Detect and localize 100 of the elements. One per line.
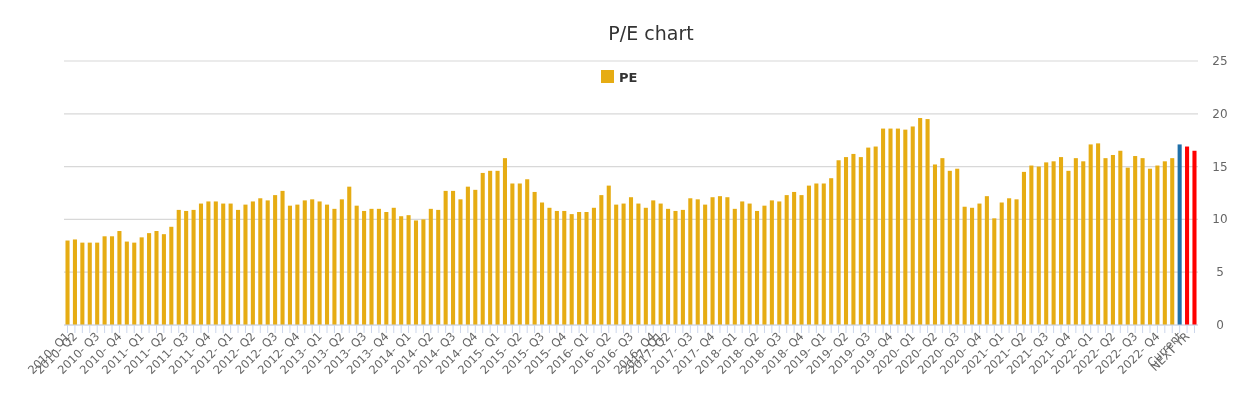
bar bbox=[376, 208, 381, 325]
bar bbox=[473, 189, 478, 325]
bar bbox=[102, 236, 107, 325]
bar bbox=[680, 209, 685, 325]
bar bbox=[658, 203, 663, 325]
bar bbox=[354, 205, 359, 325]
bar bbox=[740, 201, 745, 325]
legend-label: PE bbox=[619, 70, 638, 85]
bar bbox=[577, 212, 582, 325]
bar bbox=[176, 209, 181, 325]
bar bbox=[451, 190, 456, 325]
bar bbox=[465, 186, 470, 325]
bar bbox=[873, 146, 878, 325]
bar bbox=[539, 202, 545, 325]
y-tick-label: 25 bbox=[1212, 54, 1228, 68]
bar bbox=[1103, 158, 1108, 325]
bar bbox=[806, 185, 811, 325]
bar bbox=[858, 157, 863, 325]
bar bbox=[888, 128, 893, 325]
bar bbox=[666, 208, 671, 325]
bar bbox=[1007, 198, 1012, 325]
bar bbox=[295, 204, 300, 325]
bar bbox=[1073, 158, 1078, 325]
bar bbox=[717, 196, 723, 325]
bar bbox=[221, 203, 226, 325]
bar bbox=[732, 208, 737, 325]
bar bbox=[569, 214, 574, 325]
bar bbox=[443, 190, 448, 325]
bar bbox=[154, 231, 159, 325]
bar bbox=[1147, 168, 1153, 325]
y-tick-label: 20 bbox=[1212, 106, 1228, 121]
bar bbox=[777, 201, 782, 325]
bar bbox=[413, 220, 419, 325]
bar bbox=[339, 199, 344, 325]
bar bbox=[206, 201, 211, 325]
bar bbox=[1170, 158, 1175, 325]
bar bbox=[243, 204, 248, 325]
bar bbox=[651, 200, 656, 325]
bar bbox=[250, 201, 255, 325]
bar bbox=[977, 203, 982, 325]
bar bbox=[139, 237, 144, 325]
bar bbox=[747, 203, 752, 325]
bar bbox=[851, 153, 856, 325]
bar bbox=[332, 208, 337, 325]
bar bbox=[769, 200, 774, 325]
bar bbox=[910, 126, 915, 325]
bar bbox=[517, 183, 522, 325]
bar bbox=[109, 236, 115, 325]
y-tick-label: 5 bbox=[1216, 265, 1224, 280]
bar bbox=[710, 197, 715, 325]
bar bbox=[725, 197, 730, 325]
bar bbox=[1088, 144, 1093, 325]
bar bbox=[191, 209, 196, 325]
bar bbox=[562, 210, 567, 325]
bar bbox=[932, 164, 938, 325]
bar bbox=[391, 207, 396, 325]
bar bbox=[703, 204, 708, 325]
bar bbox=[643, 207, 648, 325]
bar bbox=[962, 206, 967, 325]
bar bbox=[814, 183, 819, 325]
bar bbox=[310, 199, 315, 325]
bar bbox=[591, 207, 596, 325]
bar bbox=[273, 195, 278, 325]
bar bbox=[614, 204, 619, 325]
bar bbox=[421, 219, 426, 325]
bar bbox=[265, 200, 270, 325]
bar bbox=[280, 190, 285, 325]
bar bbox=[821, 183, 826, 325]
bar bbox=[1177, 144, 1182, 325]
bar bbox=[606, 185, 611, 325]
bar bbox=[488, 170, 493, 325]
bar bbox=[940, 158, 945, 325]
bar bbox=[384, 212, 389, 325]
chart-title: P/E chart bbox=[608, 22, 694, 44]
bar bbox=[866, 147, 871, 325]
bar bbox=[1140, 158, 1145, 325]
bar bbox=[1044, 162, 1049, 325]
bar bbox=[784, 195, 789, 325]
bar bbox=[554, 210, 559, 325]
bar bbox=[1185, 146, 1190, 325]
bar bbox=[369, 208, 374, 325]
bar bbox=[324, 204, 330, 325]
bar bbox=[1021, 171, 1026, 325]
bar bbox=[636, 203, 641, 325]
bar bbox=[258, 198, 263, 325]
bar bbox=[495, 170, 500, 325]
bar bbox=[955, 168, 960, 325]
bar bbox=[525, 179, 530, 325]
bar bbox=[881, 128, 886, 325]
bar bbox=[925, 119, 930, 325]
bar bbox=[458, 199, 463, 325]
bar bbox=[213, 201, 218, 325]
bar bbox=[480, 172, 485, 325]
bar bbox=[236, 209, 241, 325]
bar bbox=[947, 170, 952, 325]
bar bbox=[1110, 154, 1115, 325]
bar bbox=[599, 195, 604, 325]
bar bbox=[95, 242, 100, 325]
bar bbox=[317, 201, 322, 325]
bar bbox=[843, 157, 849, 325]
